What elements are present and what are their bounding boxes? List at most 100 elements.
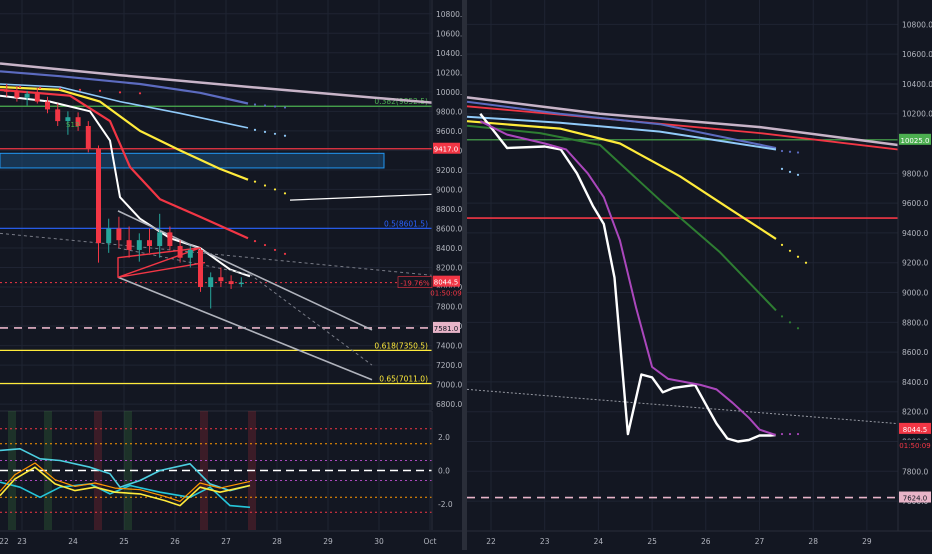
candle-body-1: [4, 89, 10, 92]
right-ytick-9: 9400.0: [902, 229, 928, 238]
left-ma-indigo-proj-2: [273, 105, 277, 108]
left-xtick-1: 23: [17, 537, 27, 546]
right-xtick-7: 29: [862, 537, 872, 546]
left-ytick-15: 9800.0: [436, 107, 462, 116]
candle-body-10: [96, 148, 101, 244]
left-countdown-bg: [433, 287, 460, 298]
left-red-dots-3: [78, 88, 82, 91]
right-ma-green: [466, 124, 777, 312]
indicator-bar-0: [8, 411, 16, 530]
right-ma-lightblue: [466, 115, 777, 151]
candle-body-18: [177, 246, 183, 258]
left-channel-mid: [117, 247, 251, 275]
left-ma-red-proj-3: [283, 252, 287, 255]
panel-divider[interactable]: [462, 0, 467, 550]
left-red-dots-1: [38, 86, 42, 90]
candle-body-23: [228, 281, 234, 285]
left-ytick-1: 7000.0: [436, 381, 462, 390]
left-xtick-5: 27: [221, 537, 231, 546]
left-level-label-4: 0.618(7350.5): [374, 341, 428, 350]
left-red-dots-5: [118, 91, 122, 94]
left-ytick-7: 8200.0: [436, 263, 462, 272]
candle-body-15: [147, 240, 152, 247]
candle-body-20: [198, 249, 203, 288]
candle-body-6: [55, 109, 61, 122]
indicator-osc-cyan: [0, 447, 251, 492]
right-ma-green-proj-0: [780, 315, 784, 318]
right-ma-indigo: [466, 100, 777, 149]
left-level-label-0: 0.382(9852.5): [374, 97, 428, 106]
candle-body-12: [116, 228, 122, 241]
left-ytick-5: 7800.0: [436, 303, 462, 312]
right-ma-grey: [466, 96, 899, 147]
left-ytick-3: 7400.0: [436, 342, 462, 351]
right-badge-10025-bg: [899, 133, 931, 145]
left-level-label-5: 0.65(7011.0): [379, 375, 428, 384]
indicator-ytick-1: 0.0: [438, 467, 450, 476]
right-ytick-6: 8800.0: [902, 318, 928, 327]
right-ytick-11: 9800.0: [902, 169, 928, 178]
left-ma-lightblue-proj-0: [253, 128, 257, 131]
left-ma-grey: [0, 62, 433, 104]
right-ma-lightblue-proj-0: [780, 167, 784, 170]
right-ytick-10: 9600.0: [902, 199, 928, 208]
right-ytick-12: 10200.0: [902, 110, 932, 119]
candle-body-2: [14, 91, 20, 98]
right-xtick-2: 24: [594, 537, 604, 546]
left-ytick-12: 9200.0: [436, 166, 462, 175]
right-badge-7624: 7624.0: [903, 495, 928, 503]
right-badge-10025: 10025.0: [901, 137, 930, 145]
indicator-bar-4: [200, 411, 208, 530]
left-xtick-7: 29: [323, 537, 333, 546]
indicator-bar-1: [44, 411, 52, 530]
left-ma-white: [0, 94, 251, 278]
right-series-0: [479, 112, 776, 443]
right-badge-price: 8044.5: [903, 426, 928, 434]
right-ma-green-proj-2: [796, 327, 800, 330]
left-ytick-11: 9000.0: [436, 185, 462, 194]
left-ytick-18: 10400.0: [436, 49, 467, 58]
right-xtick-5: 27: [755, 537, 765, 546]
left-xtick-6: 28: [272, 537, 282, 546]
right-ma-yellow-proj-0: [780, 243, 784, 246]
left-red-dots-0: [18, 85, 22, 89]
left-red-dots-4: [98, 89, 102, 92]
right-ma-lightblue-proj-2: [796, 173, 800, 176]
left-ytick-19: 10600.0: [436, 29, 467, 38]
left-triangle-pattern: [117, 247, 206, 278]
left-ma-lightblue: [0, 83, 249, 129]
candle-body-24: [238, 282, 244, 285]
left-ma-red-proj-2: [273, 248, 277, 252]
left-channel-upper: [117, 210, 373, 331]
right-dotted-trend: [466, 388, 899, 425]
left-ytick-6: 8000.0: [436, 283, 462, 292]
right-ytick-7: 9000.0: [902, 289, 928, 298]
left-ma-lightblue-proj-2: [273, 132, 277, 135]
right-ma-red: [466, 105, 899, 151]
left-ytick-9: 8600.0: [436, 224, 462, 233]
left-xtick-0: 22: [0, 537, 9, 546]
candle-body-4: [34, 93, 40, 102]
left-xtick-3: 25: [119, 537, 129, 546]
left-red-dots-6: [138, 92, 142, 95]
candle-body-5: [45, 101, 50, 110]
left-xtick-4: 26: [170, 537, 180, 546]
right-ytick-1: 7800.0: [902, 467, 928, 476]
right-xtick-0: 22: [486, 537, 496, 546]
right-ma-yellow-proj-3: [804, 261, 808, 264]
right-ma-indigo-proj-2: [796, 151, 800, 154]
candle-body-21: [208, 277, 214, 288]
left-badge-7581-bg: [433, 321, 460, 333]
right-ma-yellow: [466, 120, 777, 240]
candle-body-22: [218, 277, 224, 282]
candle-body-9: [85, 125, 91, 149]
right-ytick-4: 8400.0: [902, 378, 928, 387]
right-ma-lightblue-proj-1: [788, 170, 792, 173]
right-countdown: 01:50:09: [899, 442, 930, 450]
left-ytick-2: 7200.0: [436, 361, 462, 370]
left-ma-indigo: [0, 70, 249, 105]
candle-body-13: [126, 240, 132, 250]
left-annotation: S13: [66, 121, 79, 129]
